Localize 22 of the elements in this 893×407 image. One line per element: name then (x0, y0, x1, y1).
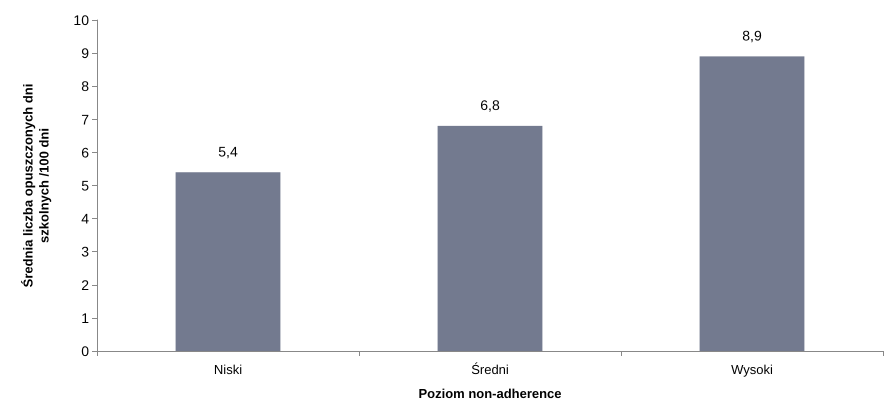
y-tick-label: 9 (81, 45, 90, 62)
y-tick-label: 6 (81, 144, 90, 160)
x-tick-label: Niski (214, 362, 242, 377)
bar (176, 172, 280, 351)
y-tick-label: 0 (81, 343, 90, 359)
y-tick-label: 3 (81, 244, 90, 260)
y-tick-label: 8 (81, 78, 90, 94)
x-axis-title: Poziom non-adherence (418, 386, 562, 401)
data-label: 6,8 (480, 96, 500, 113)
data-label: 8,9 (742, 27, 762, 44)
data-label: 5,4 (218, 143, 238, 160)
y-tick-label: 2 (81, 276, 90, 293)
y-tick-label: 4 (81, 210, 90, 227)
bar (700, 56, 804, 351)
y-tick-label: 10 (73, 12, 90, 28)
x-tick-label: Wysoki (731, 362, 773, 377)
y-tick-label: 7 (81, 111, 90, 128)
x-tick-label: Średni (471, 362, 509, 377)
bar (438, 126, 542, 351)
y-axis-title: Średnia liczba opuszczonych dni szkolnych /100 dni (20, 84, 52, 288)
y-tick-label: 5 (81, 178, 90, 194)
y-tick-label: 1 (81, 310, 90, 326)
